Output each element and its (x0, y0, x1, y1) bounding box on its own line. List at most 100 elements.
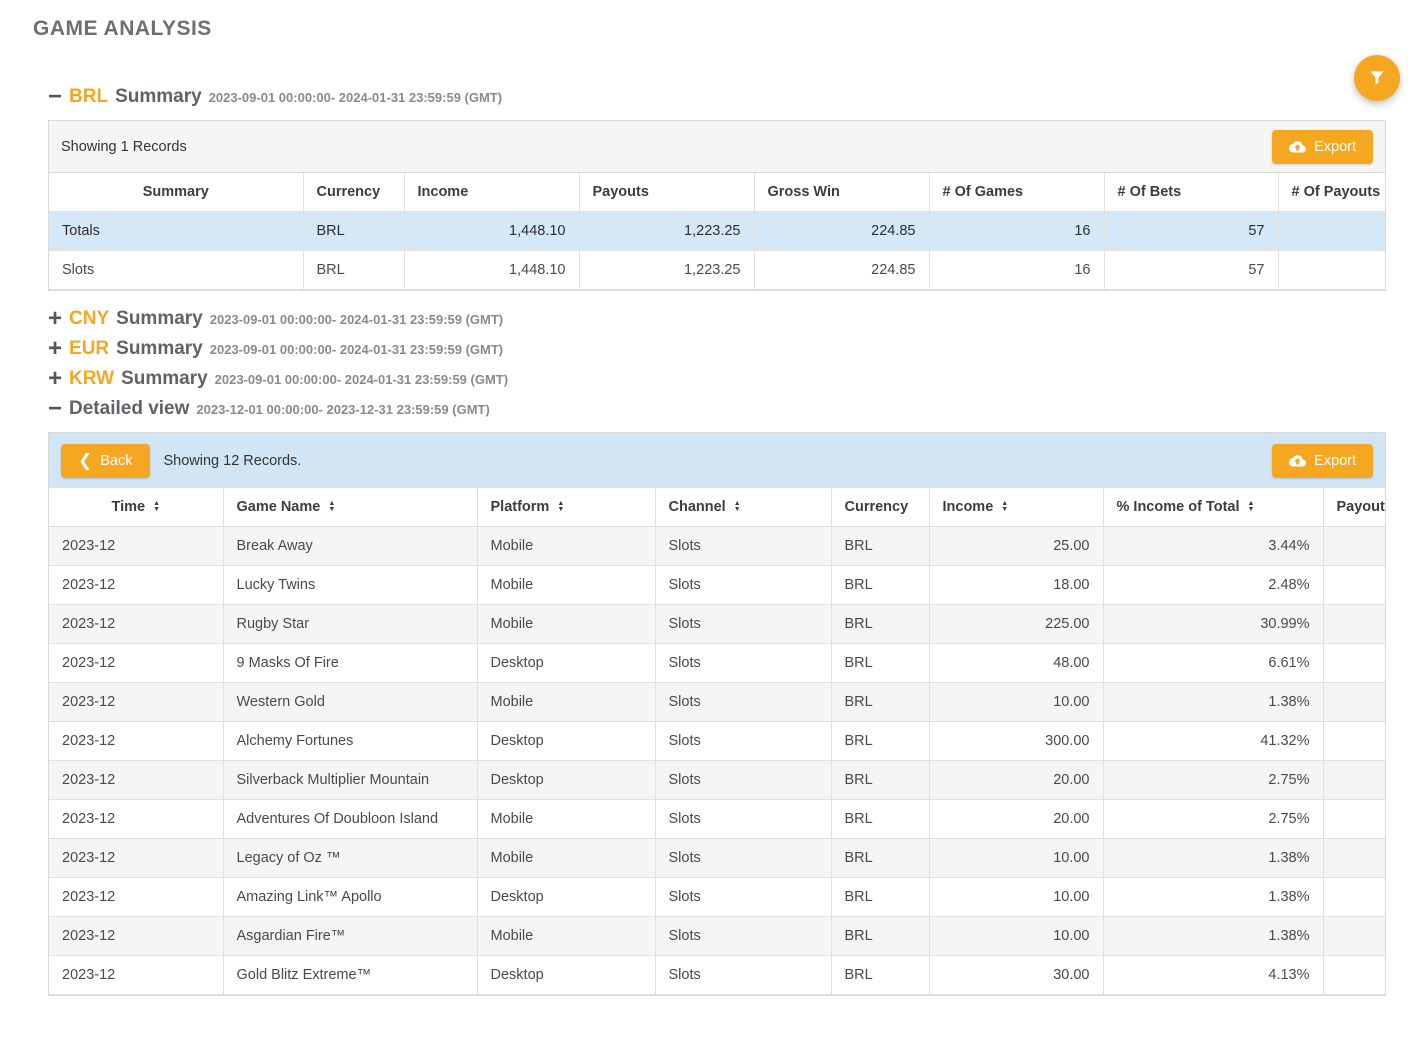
section-header-krw-summary[interactable]: + KRW Summary 2023-09-01 00:00:00- 2024-… (48, 365, 509, 392)
table-row[interactable]: 2023-12 Rugby Star Mobile Slots BRL 225.… (49, 603, 1385, 644)
cell-pct-income: 2.48% (1102, 564, 1324, 605)
cell-channel: Slots (654, 915, 832, 956)
collapse-minus-icon[interactable]: − (48, 83, 63, 110)
expand-plus-icon[interactable]: + (48, 305, 63, 332)
cell-channel: Slots (654, 954, 832, 995)
summary-toolbar: Showing 1 Records Export (49, 121, 1385, 173)
section-currency-label: EUR (69, 338, 110, 359)
sort-icon[interactable]: ▲ ▼ (557, 499, 565, 513)
collapse-minus-icon[interactable]: − (48, 395, 63, 422)
section-date-range: 2023-09-01 00:00:00- 2024-01-31 23:59:59… (209, 342, 504, 357)
summary-totals-row[interactable]: Totals BRL 1,448.10 1,223.25 224.85 16 5… (49, 210, 1385, 251)
cell-channel: Slots (654, 564, 832, 605)
cell-platform: Desktop (476, 720, 656, 761)
column-header-time[interactable]: Time ▲ ▼ (49, 488, 224, 527)
column-header-payouts[interactable]: Payouts▲▼ (1322, 488, 1385, 527)
section-date-range: 2023-09-01 00:00:00- 2024-01-31 23:59:59… (208, 90, 503, 105)
section-currency-label: BRL (69, 86, 109, 107)
cell-income: 10.00 (928, 681, 1104, 722)
column-header-pct-income[interactable]: % Income of Total ▲ ▼ (1102, 488, 1324, 527)
cell-platform: Desktop (476, 954, 656, 995)
table-row[interactable]: 2023-12 Asgardian Fire™ Mobile Slots BRL… (49, 915, 1385, 956)
table-row[interactable]: 2023-12 Gold Blitz Extreme™ Desktop Slot… (49, 954, 1385, 995)
records-count-label: Showing 12 Records. (163, 452, 302, 469)
cell-num-games: 16 (928, 249, 1105, 290)
table-row[interactable]: 2023-12 Lucky Twins Mobile Slots BRL 18.… (49, 564, 1385, 605)
sort-icon[interactable]: ▲ ▼ (153, 499, 161, 513)
table-row[interactable]: 2023-12 9 Masks Of Fire Desktop Slots BR… (49, 642, 1385, 683)
cell-game-name: 9 Masks Of Fire (222, 642, 478, 683)
section-header-detailed-view[interactable]: − Detailed view 2023-12-01 00:00:00- 202… (48, 395, 490, 422)
table-row[interactable]: 2023-12 Legacy of Oz ™ Mobile Slots BRL … (49, 837, 1385, 878)
expand-plus-icon[interactable]: + (48, 365, 63, 392)
table-row[interactable]: 2023-12 Amazing Link™ Apollo Desktop Slo… (49, 876, 1385, 917)
section-title: Summary (116, 308, 203, 329)
records-count-label: Showing 1 Records (61, 138, 187, 155)
cell-platform: Desktop (476, 759, 656, 800)
column-header-channel[interactable]: Channel ▲ ▼ (654, 488, 832, 527)
cell-channel: Slots (654, 759, 832, 800)
cell-time: 2023-12 (49, 681, 224, 722)
section-header-cny-summary[interactable]: + CNY Summary 2023-09-01 00:00:00- 2024-… (48, 305, 503, 332)
cell-currency: BRL (830, 915, 930, 956)
sort-icon[interactable]: ▲ ▼ (733, 499, 741, 513)
cell-platform: Mobile (476, 681, 656, 722)
section-header-brl-summary[interactable]: − BRL Summary 2023-09-01 00:00:00- 2024-… (48, 83, 503, 110)
cell-game-name: Silverback Multiplier Mountain (222, 759, 478, 800)
sort-icon[interactable]: ▲ ▼ (328, 499, 336, 513)
cell-payouts (1322, 876, 1385, 917)
cell-channel: Slots (654, 837, 832, 878)
summary-table-scroll[interactable]: Summary Currency Income Payouts Gross Wi… (49, 173, 1385, 290)
column-header-currency: Currency (302, 173, 405, 212)
column-header-game-name[interactable]: Game Name ▲ ▼ (222, 488, 478, 527)
export-button-label: Export (1314, 452, 1356, 469)
cell-pct-income: 2.75% (1102, 798, 1324, 839)
cell-income: 20.00 (928, 759, 1104, 800)
cell-currency: BRL (302, 249, 405, 290)
table-row[interactable]: 2023-12 Adventures Of Doubloon Island Mo… (49, 798, 1385, 839)
sort-icon[interactable]: ▲ ▼ (1247, 499, 1255, 513)
filter-fab-button[interactable] (1354, 55, 1400, 101)
table-row[interactable]: 2023-12 Alchemy Fortunes Desktop Slots B… (49, 720, 1385, 761)
cell-payouts (1322, 681, 1385, 722)
table-row[interactable]: 2023-12 Silverback Multiplier Mountain D… (49, 759, 1385, 800)
section-header-eur-summary[interactable]: + EUR Summary 2023-09-01 00:00:00- 2024-… (48, 335, 504, 362)
cell-income: 10.00 (928, 837, 1104, 878)
cell-num-bets: 57 (1103, 210, 1279, 251)
cell-payouts (1322, 954, 1385, 995)
sort-icon[interactable]: ▲ ▼ (1001, 499, 1009, 513)
cell-game-name: Amazing Link™ Apollo (222, 876, 478, 917)
detailed-view-panel: ❮ Back Showing 12 Records. Export (48, 432, 1386, 996)
cell-payouts (1322, 720, 1385, 761)
cell-income: 25.00 (928, 525, 1104, 566)
cell-payouts (1322, 603, 1385, 644)
expand-plus-icon[interactable]: + (48, 335, 63, 362)
cell-payouts (1322, 525, 1385, 566)
back-button[interactable]: ❮ Back (61, 443, 150, 478)
cell-platform: Desktop (476, 642, 656, 683)
cell-currency: BRL (830, 720, 930, 761)
section-currency-label: KRW (69, 368, 115, 389)
cell-time: 2023-12 (49, 837, 224, 878)
cell-time: 2023-12 (49, 720, 224, 761)
cell-channel: Slots (654, 642, 832, 683)
table-row[interactable]: 2023-12 Break Away Mobile Slots BRL 25.0… (49, 525, 1385, 566)
export-button[interactable]: Export (1272, 129, 1373, 164)
column-header-income[interactable]: Income ▲ ▼ (928, 488, 1104, 527)
section-date-range: 2023-09-01 00:00:00- 2024-01-31 23:59:59… (214, 372, 509, 387)
column-header-platform[interactable]: Platform ▲ ▼ (476, 488, 656, 527)
summary-slots-row[interactable]: Slots BRL 1,448.10 1,223.25 224.85 16 57 (49, 249, 1385, 290)
export-button[interactable]: Export (1272, 443, 1373, 478)
cell-game-name: Asgardian Fire™ (222, 915, 478, 956)
cell-currency: BRL (830, 525, 930, 566)
detail-table-scroll[interactable]: Time ▲ ▼ Game Name ▲ ▼ Platform ▲ ▼ Channel ▲ ▼ … (49, 488, 1385, 995)
cell-currency: BRL (830, 681, 930, 722)
cell-game-name: Alchemy Fortunes (222, 720, 478, 761)
cell-currency: BRL (830, 759, 930, 800)
cell-time: 2023-12 (49, 759, 224, 800)
cell-platform: Mobile (476, 837, 656, 878)
cell-platform: Mobile (476, 603, 656, 644)
table-row[interactable]: 2023-12 Western Gold Mobile Slots BRL 10… (49, 681, 1385, 722)
cell-summary: Totals (49, 210, 304, 251)
cell-income: 10.00 (928, 915, 1104, 956)
